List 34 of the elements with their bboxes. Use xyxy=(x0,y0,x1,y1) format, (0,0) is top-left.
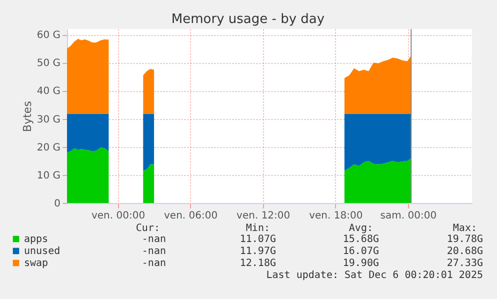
text: Last update: Sat Dec 6 00:20:01 2025 xyxy=(266,270,483,281)
text: Max: xyxy=(452,223,477,234)
y-tick-label: 20 G xyxy=(36,142,60,154)
x-tick-label: ven. 12:00 xyxy=(236,210,290,222)
text: -nan xyxy=(142,246,166,257)
y-tick-label: 30 G xyxy=(36,114,60,126)
text: 11.07G xyxy=(240,234,276,245)
x-tick-label: ven. 00:00 xyxy=(91,210,146,222)
text: 15.68G xyxy=(342,234,379,245)
text: -nan xyxy=(142,258,166,269)
text: 20.68G xyxy=(446,246,483,257)
y-tick-label: 50 G xyxy=(36,58,60,70)
y-tick-label: 40 G xyxy=(36,86,60,98)
text: 16.07G xyxy=(342,246,379,257)
text: 19.78G xyxy=(446,234,483,245)
text: 27.33G xyxy=(446,258,483,269)
y-tick-label: 0 xyxy=(54,198,60,210)
text: 11.97G xyxy=(240,246,276,257)
x-tick-label: ven. 18:00 xyxy=(309,210,363,222)
y-tick-label: 10 G xyxy=(36,170,60,182)
text: 19.90G xyxy=(342,258,379,269)
text: Min: xyxy=(246,223,270,234)
text: 12.18G xyxy=(240,258,276,269)
legend-label: unused xyxy=(24,246,60,257)
chart-title: Memory usage - by day xyxy=(171,12,325,27)
legend-label: apps xyxy=(24,234,48,245)
text: Cur: xyxy=(136,223,160,234)
x-tick-label: ven. 06:00 xyxy=(164,210,218,222)
x-tick-label: sam. 00:00 xyxy=(380,210,437,222)
y-tick-label: 60 G xyxy=(36,30,60,42)
text: -nan xyxy=(142,234,166,245)
y-axis-title: Bytes xyxy=(20,100,34,132)
text: Avg: xyxy=(348,223,373,234)
legend-label: swap xyxy=(24,258,48,269)
